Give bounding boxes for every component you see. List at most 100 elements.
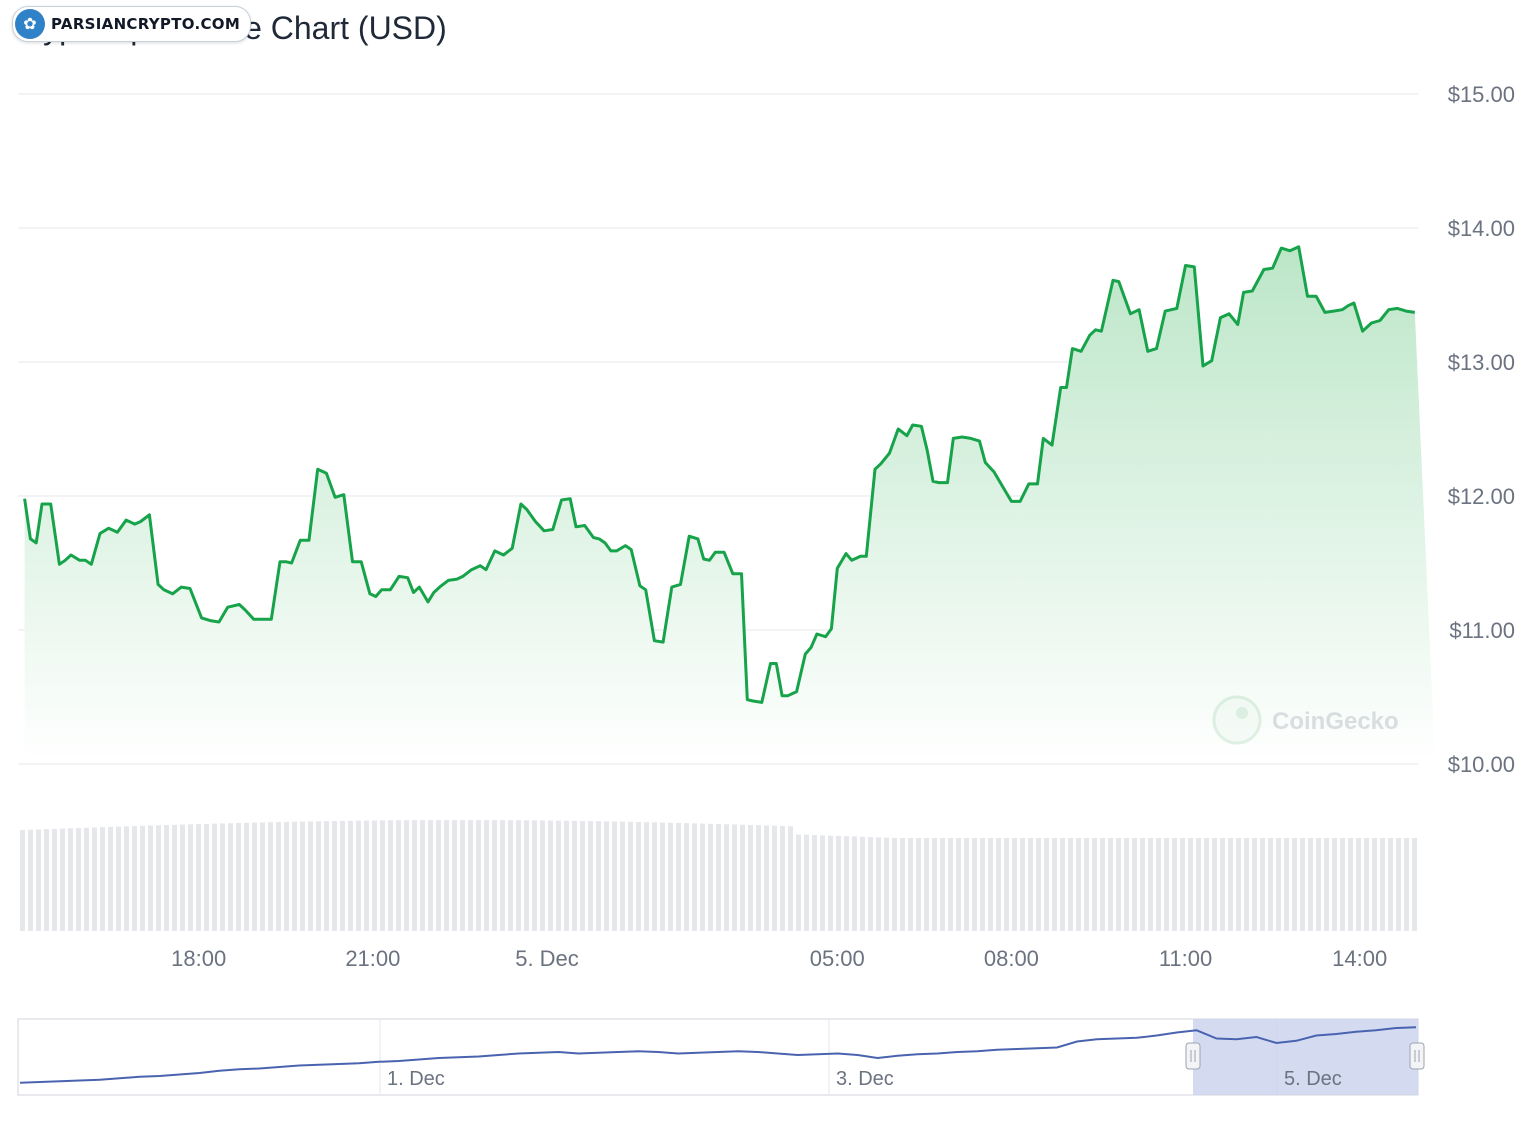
volume-bar xyxy=(140,825,145,931)
volume-bar xyxy=(1284,838,1289,931)
volume-bar xyxy=(1300,838,1305,931)
volume-bar xyxy=(116,826,121,931)
volume-bar xyxy=(380,820,385,931)
volume-bar xyxy=(92,827,97,931)
volume-bar xyxy=(1180,838,1185,931)
coingecko-gecko-icon xyxy=(1212,695,1262,745)
volume-bar xyxy=(684,823,689,931)
x-tick-label: 5. Dec xyxy=(515,946,579,971)
volume-bar xyxy=(756,825,761,931)
volume-bar xyxy=(676,822,681,931)
volume-bar xyxy=(1020,838,1025,931)
volume-bar xyxy=(228,823,233,931)
volume-bar xyxy=(620,821,625,931)
volume-bar xyxy=(396,820,401,931)
volume-bar xyxy=(780,825,785,931)
volume-bar xyxy=(1340,838,1345,931)
volume-bar xyxy=(1324,838,1329,931)
navigator-left-handle[interactable] xyxy=(1185,1042,1201,1070)
volume-bar xyxy=(20,830,25,931)
volume-bar xyxy=(108,826,113,931)
volume-bar xyxy=(364,820,369,931)
volume-bar xyxy=(412,820,417,931)
volume-bar xyxy=(1116,838,1121,931)
volume-bar xyxy=(724,824,729,931)
volume-bar xyxy=(588,821,593,931)
volume-bar xyxy=(492,820,497,931)
volume-bar xyxy=(812,835,817,931)
volume-bar xyxy=(1148,838,1153,931)
volume-bar xyxy=(932,838,937,931)
volume-bar xyxy=(1068,838,1073,931)
volume-bar xyxy=(276,822,281,931)
volume-bar xyxy=(1132,838,1137,931)
volume-bar xyxy=(1204,838,1209,931)
volume-bar xyxy=(436,820,441,931)
volume-bar xyxy=(188,824,193,931)
volume-bar xyxy=(340,820,345,931)
volume-bar xyxy=(1100,838,1105,931)
x-tick-label: 18:00 xyxy=(171,946,226,971)
volume-bar xyxy=(916,838,921,931)
volume-bar xyxy=(1172,838,1177,931)
volume-bar xyxy=(1276,838,1281,931)
volume-bar xyxy=(1036,838,1041,931)
coingecko-watermark: CoinGecko xyxy=(1212,695,1399,745)
volume-bar xyxy=(964,838,969,931)
volume-bar xyxy=(1004,838,1009,931)
drag-handle-icon[interactable] xyxy=(1185,1042,1201,1070)
y-tick-label: $15.00 xyxy=(1448,82,1515,107)
drag-handle-icon[interactable] xyxy=(1409,1042,1425,1070)
volume-bar xyxy=(740,824,745,931)
volume-bar xyxy=(748,824,753,931)
volume-bar xyxy=(948,838,953,931)
volume-bar xyxy=(132,826,137,931)
volume-bar xyxy=(1364,838,1369,931)
volume-bar xyxy=(732,824,737,931)
volume-bar xyxy=(180,824,185,931)
volume-bar xyxy=(1052,838,1057,931)
volume-bar xyxy=(220,823,225,931)
volume-bar xyxy=(612,821,617,931)
volume-bar xyxy=(876,837,881,931)
x-tick-label: 05:00 xyxy=(810,946,865,971)
volume-bar xyxy=(1188,838,1193,931)
volume-bar xyxy=(988,838,993,931)
volume-bar xyxy=(556,820,561,931)
y-axis: $10.00 $11.00 $12.00 $13.00 $14.00 $15.00 xyxy=(1448,82,1515,777)
volume-bar xyxy=(828,835,833,931)
y-tick-label: $11.00 xyxy=(1449,618,1515,643)
volume-bar xyxy=(68,828,73,931)
y-tick-label: $13.00 xyxy=(1448,350,1515,375)
volume-bar xyxy=(700,823,705,931)
navigator-right-handle[interactable] xyxy=(1409,1042,1425,1070)
volume-bar xyxy=(996,838,1001,931)
volume-bar xyxy=(1212,838,1217,931)
volume-bar xyxy=(972,838,977,931)
volume-bar xyxy=(508,820,513,931)
volume-bar xyxy=(156,825,161,931)
volume-bar xyxy=(980,838,985,931)
volume-bar xyxy=(532,820,537,931)
volume-bar xyxy=(1332,838,1337,931)
price-line[interactable] xyxy=(23,245,1416,704)
volume-bar xyxy=(100,827,105,931)
volume-bar xyxy=(332,820,337,931)
x-tick-label: 21:00 xyxy=(345,946,400,971)
volume-bar xyxy=(1388,838,1393,931)
navigator-label-5-dec: 5. Dec xyxy=(1284,1068,1342,1090)
volume-bar xyxy=(580,820,585,931)
volume-bar xyxy=(956,838,961,931)
volume-bar xyxy=(52,828,57,931)
volume-bar xyxy=(1124,838,1129,931)
volume-bar xyxy=(524,820,529,931)
range-navigator[interactable]: 1. Dec 3. Dec 5. Dec xyxy=(17,1018,1425,1096)
volume-bar xyxy=(1412,838,1417,931)
volume-bar xyxy=(1396,838,1401,931)
navigator-selected-range[interactable] xyxy=(1193,1019,1418,1095)
volume-bar xyxy=(324,821,329,931)
volume-bar xyxy=(124,826,129,931)
volume-bar xyxy=(540,820,545,931)
volume-bar xyxy=(148,825,153,931)
volume-bar xyxy=(892,837,897,931)
